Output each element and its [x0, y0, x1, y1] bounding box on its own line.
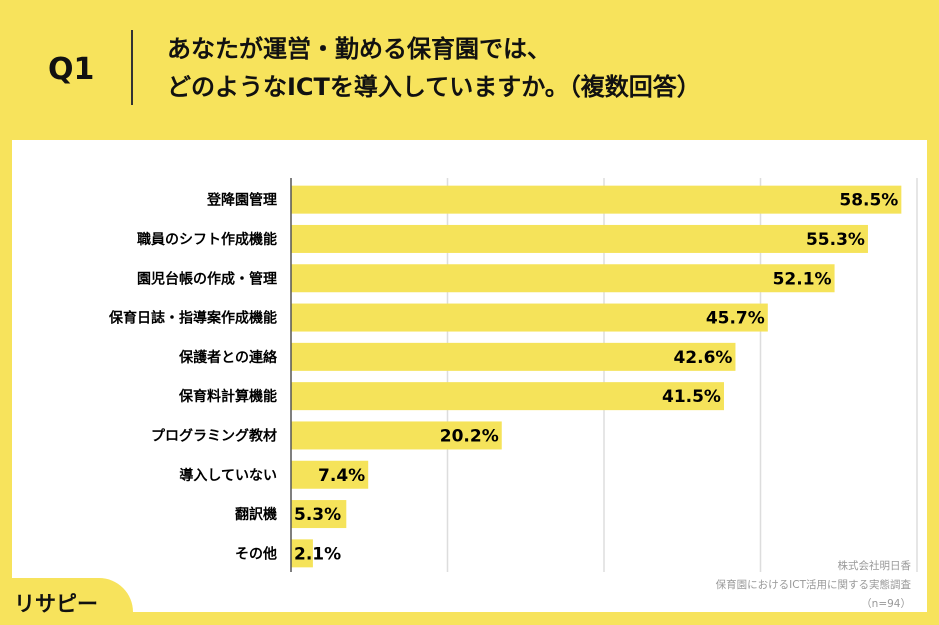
bar	[291, 382, 724, 411]
source-company: 株式会社明日香	[837, 560, 912, 572]
bar-chart: 登降園管理 58.5% 職員のシフト作成機能 55.3% 園児台帳の作成・管理 52.1%…	[108, 178, 918, 572]
bar	[291, 539, 313, 568]
logo-text: リサピー	[14, 592, 98, 616]
source-note: 株式会社明日香 保育園におけるICT活用に関する実態調査 （n=94）	[716, 557, 911, 614]
bar	[291, 185, 902, 214]
data-label: 58.5%	[839, 191, 898, 211]
title-line-2: どのようなICTを導入していますか。（複数回答）	[167, 73, 701, 101]
data-label: 20.2%	[440, 426, 499, 446]
source-survey: 保育園におけるICT活用に関する実態調査	[715, 579, 911, 591]
category-label: 翻訳機	[235, 506, 277, 523]
title-line-1: あなたが運営・勤める保育園では、	[167, 35, 551, 63]
chart-panel: 登降園管理 58.5% 職員のシフト作成機能 55.3% 園児台帳の作成・管理 52.1%…	[12, 140, 927, 612]
category-label: 登降園管理	[206, 192, 277, 209]
category-label: 職員のシフト作成機能	[137, 231, 277, 248]
sample-size: （n=94）	[861, 598, 911, 610]
data-label: 42.6%	[673, 348, 732, 368]
bar	[291, 500, 347, 529]
category-label: 園児台帳の作成・管理	[137, 270, 277, 287]
category-label: 保育料計算機能	[178, 388, 277, 405]
category-label: その他	[235, 545, 277, 562]
bar	[291, 303, 768, 332]
bar	[291, 264, 835, 293]
data-label: 7.4%	[318, 466, 365, 486]
bar	[291, 342, 736, 371]
divider	[131, 30, 133, 105]
question-number: Q1	[48, 52, 95, 87]
bar	[291, 460, 369, 489]
category-label: 保護者との連絡	[178, 349, 278, 366]
question-title: あなたが運営・勤める保育園では、 どのようなICTを導入していますか。（複数回答…	[167, 30, 701, 106]
logo: リサピー	[0, 578, 133, 625]
data-label: 55.3%	[806, 230, 865, 250]
data-label: 2.1%	[294, 544, 341, 564]
category-label: プログラミング教材	[151, 427, 277, 444]
data-label: 41.5%	[662, 387, 721, 407]
category-label: 保育日誌・指導案作成機能	[108, 310, 277, 327]
data-label: 5.3%	[294, 505, 341, 525]
category-label: 導入していない	[179, 467, 277, 484]
bar	[291, 421, 502, 450]
data-label: 45.7%	[706, 309, 765, 329]
bar	[291, 224, 868, 253]
data-label: 52.1%	[773, 269, 832, 289]
